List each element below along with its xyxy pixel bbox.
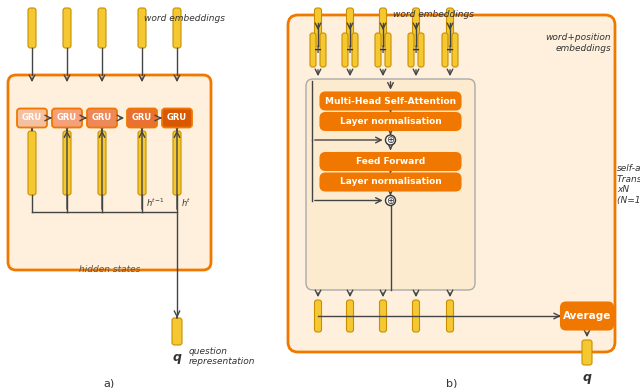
Text: +: + — [346, 45, 354, 55]
Text: +: + — [412, 45, 420, 55]
Text: question
representation: question representation — [189, 347, 255, 366]
FancyBboxPatch shape — [17, 109, 47, 128]
FancyBboxPatch shape — [380, 8, 387, 46]
Text: word embeddings: word embeddings — [393, 10, 474, 19]
FancyBboxPatch shape — [314, 8, 321, 46]
Text: b): b) — [446, 378, 457, 388]
Text: GRU: GRU — [22, 114, 42, 123]
FancyBboxPatch shape — [314, 300, 321, 332]
Text: a): a) — [104, 378, 115, 388]
FancyBboxPatch shape — [582, 340, 592, 365]
Text: Layer normalisation: Layer normalisation — [340, 177, 442, 187]
FancyBboxPatch shape — [172, 318, 182, 345]
Text: GRU: GRU — [57, 114, 77, 123]
Text: $h^{t}$: $h^{t}$ — [181, 197, 191, 210]
Text: Average: Average — [563, 311, 611, 321]
Circle shape — [385, 196, 396, 206]
FancyBboxPatch shape — [138, 131, 146, 195]
Text: self-attention
Transformer layer
xN
(N=12 in BERT): self-attention Transformer layer xN (N=1… — [617, 165, 640, 204]
FancyBboxPatch shape — [321, 173, 461, 191]
FancyBboxPatch shape — [8, 75, 211, 270]
FancyBboxPatch shape — [52, 109, 82, 128]
FancyBboxPatch shape — [447, 8, 454, 46]
Text: GRU: GRU — [132, 114, 152, 123]
FancyBboxPatch shape — [380, 300, 387, 332]
FancyBboxPatch shape — [138, 8, 146, 48]
Text: word embeddings: word embeddings — [144, 14, 225, 23]
Text: GRU: GRU — [92, 114, 112, 123]
Text: word+position
embeddings: word+position embeddings — [545, 33, 611, 53]
FancyBboxPatch shape — [98, 8, 106, 48]
FancyBboxPatch shape — [352, 33, 358, 67]
Text: +: + — [446, 45, 454, 55]
FancyBboxPatch shape — [127, 109, 157, 128]
FancyBboxPatch shape — [346, 8, 353, 46]
Text: +: + — [314, 45, 322, 55]
FancyBboxPatch shape — [28, 131, 36, 195]
Text: +: + — [379, 45, 387, 55]
Text: Layer normalisation: Layer normalisation — [340, 117, 442, 126]
Text: ⊕: ⊕ — [387, 135, 395, 145]
FancyBboxPatch shape — [413, 300, 419, 332]
FancyBboxPatch shape — [98, 131, 106, 195]
FancyBboxPatch shape — [63, 131, 71, 195]
Text: hidden states: hidden states — [79, 265, 140, 274]
Text: GRU: GRU — [167, 114, 187, 123]
FancyBboxPatch shape — [418, 33, 424, 67]
FancyBboxPatch shape — [288, 15, 615, 352]
FancyBboxPatch shape — [162, 109, 192, 128]
FancyBboxPatch shape — [310, 33, 316, 67]
FancyBboxPatch shape — [561, 303, 613, 329]
FancyBboxPatch shape — [408, 33, 414, 67]
Text: q: q — [173, 351, 182, 364]
FancyBboxPatch shape — [173, 8, 181, 48]
Text: $h^{t\mathregular{-}1}$: $h^{t\mathregular{-}1}$ — [146, 197, 164, 210]
FancyBboxPatch shape — [320, 33, 326, 67]
FancyBboxPatch shape — [306, 79, 475, 290]
Circle shape — [385, 135, 396, 145]
FancyBboxPatch shape — [447, 300, 454, 332]
Text: q: q — [582, 371, 591, 384]
FancyBboxPatch shape — [346, 300, 353, 332]
FancyBboxPatch shape — [321, 92, 461, 109]
FancyBboxPatch shape — [321, 153, 461, 170]
FancyBboxPatch shape — [385, 33, 391, 67]
FancyBboxPatch shape — [452, 33, 458, 67]
FancyBboxPatch shape — [321, 113, 461, 130]
FancyBboxPatch shape — [173, 131, 181, 195]
FancyBboxPatch shape — [87, 109, 117, 128]
FancyBboxPatch shape — [63, 8, 71, 48]
FancyBboxPatch shape — [342, 33, 348, 67]
Text: Multi-Head Self-Attention: Multi-Head Self-Attention — [325, 97, 456, 106]
Text: ⊕: ⊕ — [387, 196, 395, 206]
FancyBboxPatch shape — [413, 8, 419, 46]
FancyBboxPatch shape — [442, 33, 448, 67]
FancyBboxPatch shape — [375, 33, 381, 67]
FancyBboxPatch shape — [28, 8, 36, 48]
Text: Feed Forward: Feed Forward — [356, 157, 425, 166]
